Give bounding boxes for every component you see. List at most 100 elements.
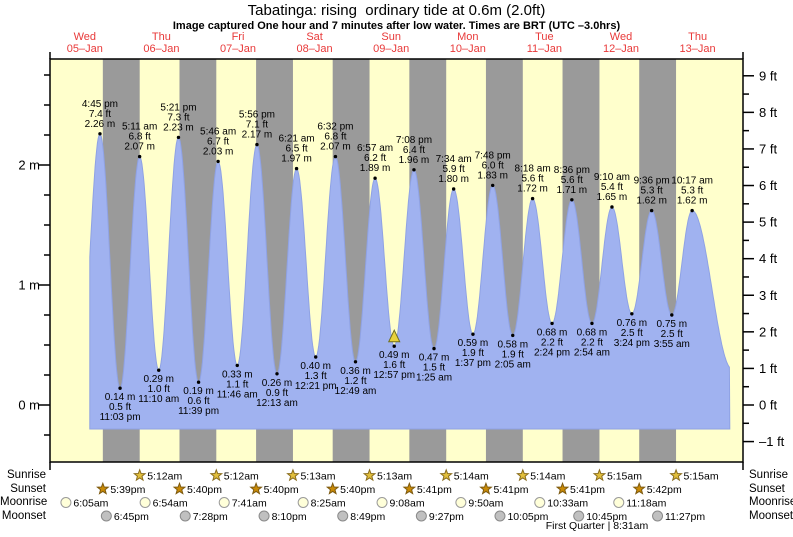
sunrise-time: 5:15am (684, 470, 719, 482)
sunrise-time: 5:12am (224, 470, 259, 482)
sunrise-time: 5:15am (607, 470, 642, 482)
sunrise-icon (439, 468, 453, 482)
low-tide-point (275, 372, 279, 376)
low-tide-label: 0.47 m 1.5 ft 1:25 am (416, 353, 452, 384)
moonset-icon (258, 510, 270, 522)
moonrise-icon (297, 497, 309, 508)
low-tide-point (314, 355, 318, 359)
moonrise-icon (376, 497, 388, 508)
day-date: 08–Jan (297, 43, 333, 55)
moonset-icon (415, 510, 427, 522)
sunset-icon (249, 481, 263, 495)
moonset-icon (100, 510, 112, 522)
right-tick-label: 9 ft (759, 68, 777, 83)
high-tide-point (530, 196, 535, 201)
low-tide-point (590, 321, 594, 326)
low-tide-label: 0.36 m 1.2 ft 12:49 am (335, 366, 377, 397)
low-tide-label: 0.26 m 0.9 ft 12:13 am (256, 378, 298, 409)
sunrise-time: 5:13am (377, 470, 412, 482)
moonrise-icon (613, 497, 625, 508)
day-date: 10–Jan (450, 43, 486, 55)
sunset-time: 5:41pm (417, 484, 452, 496)
low-tide-point (670, 313, 674, 317)
low-tide-point (392, 344, 396, 348)
high-tide-point (294, 166, 299, 171)
low-tide-point (157, 368, 161, 372)
moonset-time: 8:10pm (272, 511, 307, 523)
high-tide-label: 5:46 am 6.7 ft 2.03 m (200, 126, 236, 157)
right-tick-label: 6 ft (759, 178, 777, 193)
sunset-time: 5:41pm (493, 484, 528, 496)
day-weekday: Sat (306, 31, 323, 43)
low-tide-point (432, 346, 436, 351)
high-tide-point (412, 168, 416, 172)
sunrise-icon (132, 468, 147, 482)
moonset-icon (337, 510, 349, 522)
day-weekday: Thu (152, 31, 171, 43)
high-tide-point (490, 183, 495, 188)
sunset-icon (96, 481, 110, 495)
moonset-row-label-left: Moonset (1, 509, 46, 522)
high-tide-label: 5:21 pm 7.3 ft 2.23 m (160, 102, 196, 133)
low-tide-point (471, 332, 475, 336)
low-tide-label: 0.76 m 2.5 ft 3:24 pm (614, 318, 650, 349)
sunset-icon (632, 481, 646, 495)
high-tide-point (570, 198, 574, 202)
right-tick-label: 2 ft (759, 324, 777, 339)
high-tide-label: 6:21 am 6.5 ft 1.97 m (278, 134, 314, 165)
moonset-time: 10:05pm (507, 511, 548, 523)
right-tick-label: 4 ft (759, 251, 777, 266)
date-header: Wed05–JanThu06–JanFri07–JanSat08–JanSun0… (67, 31, 716, 55)
sunrise-icon (669, 468, 683, 482)
sunset-time: 5:41pm (570, 484, 605, 496)
day-date: 09–Jan (373, 43, 409, 55)
sunrise-time: 5:14am (454, 470, 489, 482)
low-tide-point (630, 312, 634, 316)
high-tide-label: 10:17 am 5.3 ft 1.62 m (671, 176, 713, 207)
low-tide-label: 0.75 m 2.5 ft 3:55 am (654, 319, 690, 350)
low-tide-label: 0.29 m 1.0 ft 11:10 am (138, 374, 179, 405)
sunrise-icon (209, 468, 224, 482)
high-tide-label: 5:11 am 6.8 ft 2.07 m (122, 122, 157, 153)
sunset-icon (479, 481, 493, 495)
right-axis: –1 ft 0 ft 1 ft 2 ft 3 ft 4 ft 5 ft 6 ft 7 ft 8 f… (743, 68, 785, 449)
high-tide-label: 7:34 am 5.9 ft 1.80 m (436, 154, 472, 185)
moonset-time: 7:28pm (193, 511, 228, 523)
day-weekday: Wed (74, 31, 96, 43)
high-tide-point (333, 154, 338, 159)
high-tide-point (690, 208, 694, 213)
high-tide-label: 9:36 pm 5.3 ft 1.62 m (634, 176, 670, 207)
sunrise-icon (286, 468, 300, 482)
left-tick-label: 2 m (18, 158, 40, 173)
high-tide-point (176, 135, 181, 140)
day-weekday: Fri (232, 31, 245, 43)
moonset-icon (573, 510, 585, 522)
high-tide-label: 4:45 pm 7.4 ft 2.26 m (82, 99, 118, 130)
right-tick-label: 3 ft (759, 288, 777, 303)
moonrise-icon (534, 497, 546, 508)
sunrise-icon (592, 468, 607, 482)
moonset-icon (652, 510, 664, 522)
sunrise-time: 5:13am (300, 470, 335, 482)
right-tick-label: 7 ft (759, 141, 777, 156)
day-weekday: Thu (688, 31, 707, 43)
high-tide-label: 8:18 am 5.6 ft 1.72 m (515, 164, 551, 195)
high-tide-point (373, 176, 377, 180)
sun-moon-rows: 5:12am 5:12am 5:13am 5:13am 5:14am 5:14am 5:15… (60, 468, 719, 523)
left-tick-label: 1 m (18, 278, 40, 293)
sunset-icon (402, 481, 417, 495)
tide-annotations: 4:45 pm 7.4 ft 2.26 m 0.14 m 0.5 ft 11:03 pm 5… (82, 99, 713, 423)
moonset-icon (494, 510, 506, 522)
low-tide-label: 0.68 m 2.2 ft 2:24 pm (534, 327, 570, 358)
sunrise-icon (362, 468, 377, 482)
high-tide-point (610, 205, 614, 209)
low-tide-label: 0.19 m 0.6 ft 11:39 pm (178, 386, 219, 417)
low-tide-point (550, 321, 554, 326)
high-tide-point (137, 154, 142, 159)
low-tide-point (511, 333, 515, 338)
sunset-icon (555, 481, 570, 495)
day-weekday: Mon (457, 31, 478, 43)
left-tick-label: 0 m (18, 398, 40, 413)
sunset-icon (172, 481, 187, 495)
day-date: 07–Jan (220, 43, 256, 55)
